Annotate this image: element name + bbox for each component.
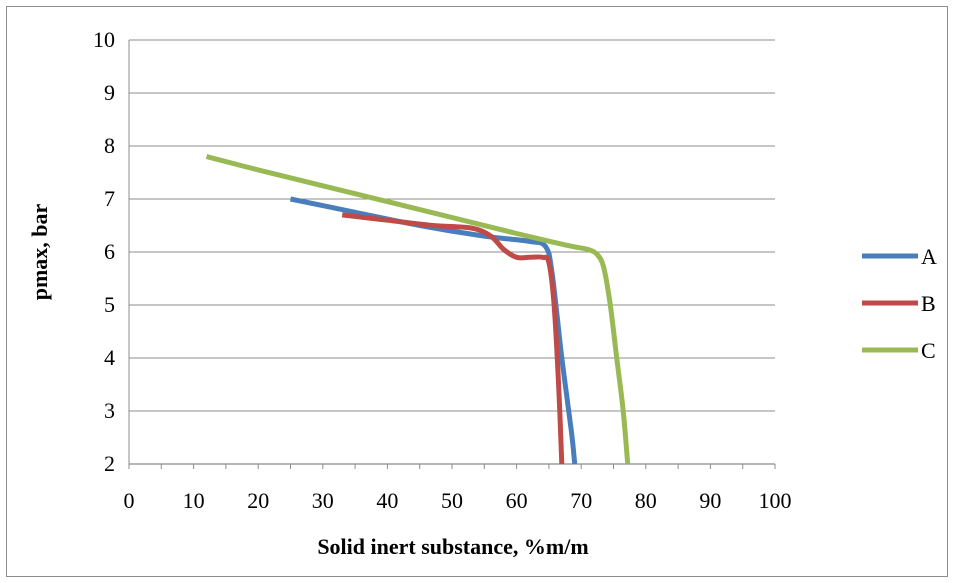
- y-tick-label: 8: [104, 133, 115, 158]
- x-tick-label: 100: [759, 488, 792, 513]
- y-axis-title: pmax, bar: [27, 203, 52, 300]
- legend-label-a: A: [921, 244, 937, 269]
- x-tick-label: 0: [124, 488, 135, 513]
- y-tick-label: 3: [104, 398, 115, 423]
- x-tick-label: 20: [247, 488, 269, 513]
- x-tick-label: 30: [312, 488, 334, 513]
- grid-lines: [129, 39, 775, 412]
- x-tick-label: 10: [183, 488, 205, 513]
- y-tick-label: 4: [104, 345, 115, 370]
- series-line-b: [341, 212, 565, 465]
- series-lines: [205, 154, 631, 465]
- y-tick-label: 7: [104, 186, 115, 211]
- x-tick-label: 50: [441, 488, 463, 513]
- series-line-c: [205, 154, 631, 465]
- x-tick-label: 80: [635, 488, 657, 513]
- x-tick-label: 70: [570, 488, 592, 513]
- y-tick-label: 5: [104, 292, 115, 317]
- legend-label-c: C: [921, 338, 936, 363]
- x-tick-label: 90: [699, 488, 721, 513]
- chart-frame: [6, 6, 948, 577]
- y-tick-label: 9: [104, 80, 115, 105]
- y-tick-label: 10: [93, 27, 115, 52]
- legend-label-b: B: [921, 291, 936, 316]
- legend: ABC: [862, 244, 937, 363]
- y-tick-label: 6: [104, 239, 115, 264]
- x-axis-title: Solid inert substance, %m/m: [317, 534, 588, 559]
- y-tick-label: 2: [104, 451, 115, 476]
- x-tick-label: 60: [506, 488, 528, 513]
- x-tick-label: 40: [376, 488, 398, 513]
